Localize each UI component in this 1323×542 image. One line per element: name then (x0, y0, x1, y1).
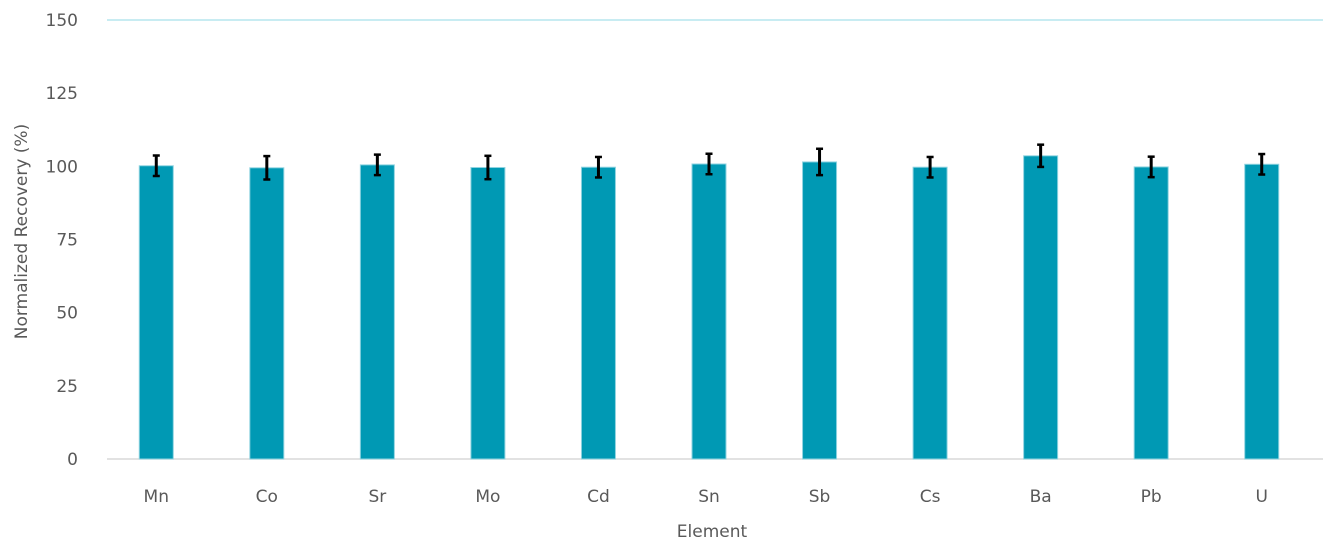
x-tick-label-cs: Cs (920, 487, 941, 507)
bar-sn (691, 163, 727, 460)
y-tick-label: 25 (56, 377, 78, 397)
x-tick-label-u: U (1256, 487, 1268, 507)
y-axis-tick-labels: 0 25 50 75 100 125 150 (46, 11, 78, 470)
bar-pb (1133, 166, 1169, 460)
bar-sb (802, 161, 838, 460)
bar-mn (138, 165, 174, 460)
x-tick-label-mo: Mo (475, 487, 500, 507)
x-tick-label-sr: Sr (368, 487, 386, 507)
bar-mo (470, 167, 506, 460)
bar-cd (580, 166, 616, 460)
y-axis-title: Normalized Recovery (%) (12, 124, 32, 339)
y-tick-label: 100 (46, 157, 78, 177)
y-tick-label: 0 (67, 450, 78, 470)
x-axis-title: Element (677, 522, 748, 542)
y-tick-label: 125 (46, 84, 78, 104)
error-bar-pb (1147, 155, 1155, 179)
error-bar-sn (705, 152, 713, 176)
x-tick-label-ba: Ba (1030, 487, 1052, 507)
x-tick-label-mn: Mn (144, 487, 169, 507)
y-tick-label: 50 (56, 304, 78, 324)
error-bar-ba (1037, 143, 1045, 169)
bar-ba (1023, 155, 1059, 460)
bar-series (138, 155, 1280, 460)
error-bar-mo (484, 154, 492, 181)
x-tick-label-sn: Sn (698, 487, 720, 507)
error-bar-u (1258, 152, 1266, 176)
x-tick-label-co: Co (256, 487, 278, 507)
error-bar-series (152, 143, 1266, 181)
bar-u (1244, 163, 1280, 460)
error-bar-cs (926, 155, 934, 179)
y-tick-label: 75 (56, 231, 78, 251)
error-bar-sr (373, 153, 381, 177)
error-bar-sb (816, 147, 824, 177)
bar-sr (359, 164, 395, 460)
error-bar-cd (594, 155, 602, 179)
bar-co (249, 167, 285, 460)
y-tick-label: 150 (46, 11, 78, 31)
x-tick-label-pb: Pb (1141, 487, 1162, 507)
x-axis-tick-labels: Mn Co Sr Mo Cd Sn Sb Cs Ba Pb U (144, 487, 1268, 507)
x-tick-label-sb: Sb (809, 487, 831, 507)
error-bar-mn (152, 154, 160, 178)
error-bar-co (263, 154, 271, 181)
x-tick-label-cd: Cd (587, 487, 610, 507)
bar-cs (912, 166, 948, 460)
